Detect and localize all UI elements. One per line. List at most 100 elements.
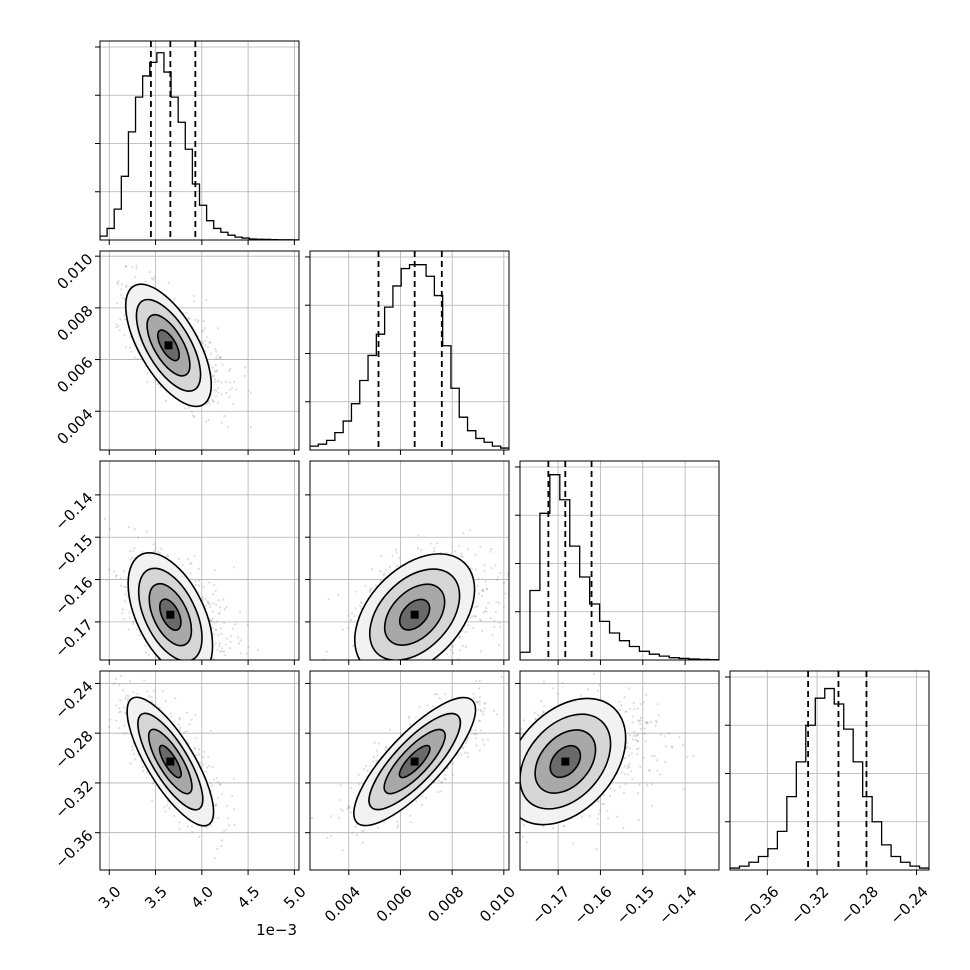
scatter-point — [123, 570, 126, 573]
scatter-point — [223, 608, 226, 611]
scatter-point — [178, 821, 181, 824]
scatter-point — [119, 577, 122, 580]
scatter-point — [178, 827, 181, 830]
scatter-point — [216, 354, 219, 357]
scatter-point — [184, 407, 187, 410]
scatter-point — [234, 388, 238, 391]
scatter-point — [370, 587, 373, 590]
scatter-point — [131, 549, 134, 552]
scatter-point — [473, 733, 476, 736]
scatter-point — [460, 753, 463, 756]
scatter-point — [349, 787, 352, 790]
scatter-point — [150, 277, 153, 280]
scatter-point — [145, 530, 148, 533]
panel-0-2: −0.17−0.16−0.15−0.14 — [51, 460, 300, 674]
hist-panel-0 — [95, 40, 300, 245]
scatter-point — [486, 738, 489, 741]
scatter-point — [219, 356, 222, 360]
scatter-point — [101, 667, 103, 669]
scatter-point — [310, 816, 314, 820]
scatter-point — [481, 629, 484, 632]
scatter-point — [433, 550, 436, 553]
scatter-point — [459, 649, 462, 652]
scatter-point — [377, 676, 379, 678]
scatter-point — [165, 804, 169, 807]
scatter-point — [212, 632, 216, 635]
scatter-point — [514, 702, 516, 704]
scatter-point — [216, 401, 220, 404]
scatter-point — [408, 660, 410, 662]
y-tick-label: −0.17 — [51, 616, 96, 661]
scatter-point — [124, 697, 127, 700]
scatter-point — [483, 570, 486, 573]
scatter-point — [178, 729, 181, 732]
scatter-point — [197, 567, 201, 570]
scatter-point — [213, 370, 217, 373]
scatter-point — [351, 832, 354, 835]
scatter-point — [115, 326, 118, 329]
scatter-point — [601, 802, 604, 806]
scatter-point — [234, 623, 237, 626]
scatter-point — [232, 566, 235, 569]
scatter-point — [215, 395, 218, 398]
scatter-point — [124, 593, 127, 596]
scatter-point — [215, 389, 218, 392]
scatter-point — [386, 669, 388, 671]
scatter-point — [637, 719, 641, 723]
scatter-point — [220, 393, 223, 396]
scatter-point — [354, 825, 357, 829]
x-tick-label: −0.32 — [787, 883, 832, 928]
scatter-point — [121, 608, 124, 611]
scatter-point — [375, 759, 378, 763]
scatter-point — [444, 778, 447, 781]
scatter-point — [166, 553, 169, 556]
scatter-point — [377, 742, 380, 745]
scatter-point — [125, 285, 128, 288]
scatter-point — [392, 666, 394, 668]
scatter-point — [435, 542, 439, 545]
scatter-point — [474, 553, 477, 556]
scatter-point — [114, 678, 117, 681]
scatter-point — [189, 562, 192, 565]
scatter-point — [466, 752, 469, 755]
scatter-point — [474, 568, 477, 571]
scatter-point — [623, 765, 626, 768]
scatter-point — [446, 767, 449, 770]
scatter-point — [634, 738, 637, 742]
scatter-point — [213, 569, 217, 572]
scatter-point — [358, 783, 361, 786]
scatter-point — [383, 821, 386, 824]
scatter-point — [85, 286, 87, 288]
scatter-point — [398, 556, 401, 560]
scatter-point — [341, 809, 345, 812]
scatter-point — [478, 700, 481, 703]
scatter-point — [214, 364, 217, 367]
scatter-point — [403, 660, 405, 662]
scatter-point — [517, 774, 519, 776]
scatter-point — [451, 645, 454, 649]
scatter-point — [481, 594, 484, 598]
scatter-point — [141, 550, 144, 553]
scatter-point — [198, 672, 200, 674]
scatter-point — [386, 666, 388, 668]
scatter-point — [227, 817, 230, 820]
scatter-point — [484, 609, 487, 613]
x-tick-label: 3.5 — [141, 883, 171, 913]
scatter-point — [204, 344, 207, 347]
scatter-point — [379, 667, 381, 669]
scatter-point — [607, 817, 610, 820]
scatter-point — [475, 679, 478, 683]
scatter-point — [506, 726, 508, 728]
y-tick-label: −0.32 — [51, 777, 96, 822]
scatter-point — [164, 700, 167, 703]
scatter-point — [452, 762, 455, 765]
scatter-point — [475, 605, 479, 608]
scatter-point — [122, 689, 125, 692]
scatter-point — [654, 724, 657, 727]
scatter-point — [129, 285, 132, 288]
scatter-point — [471, 615, 474, 618]
scatter-point — [475, 733, 478, 736]
scatter-point — [479, 545, 482, 548]
scatter-point — [339, 808, 342, 811]
